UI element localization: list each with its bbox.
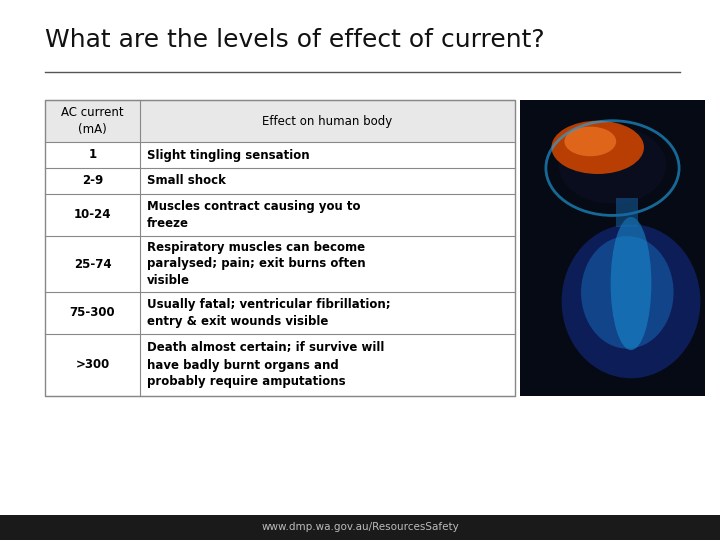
Bar xyxy=(45,292,515,334)
Text: Death almost certain; if survive will
have badly burnt organs and
probably requi: Death almost certain; if survive will ha… xyxy=(147,341,384,388)
Bar xyxy=(45,142,515,168)
Bar xyxy=(616,198,639,227)
Ellipse shape xyxy=(559,127,666,204)
Text: Usually fatal; ventricular fibrillation;
entry & exit wounds visible: Usually fatal; ventricular fibrillation;… xyxy=(147,298,391,328)
Text: What are the levels of effect of current?: What are the levels of effect of current… xyxy=(45,28,544,52)
Ellipse shape xyxy=(552,121,644,174)
Ellipse shape xyxy=(581,236,673,349)
Ellipse shape xyxy=(611,217,652,350)
Text: 75-300: 75-300 xyxy=(70,307,115,320)
Bar xyxy=(45,168,515,194)
Text: 2-9: 2-9 xyxy=(82,174,103,187)
Bar xyxy=(45,236,515,292)
Text: AC current
(mA): AC current (mA) xyxy=(61,106,124,136)
Ellipse shape xyxy=(564,127,616,156)
Bar xyxy=(45,100,515,396)
Text: Slight tingling sensation: Slight tingling sensation xyxy=(147,148,310,161)
Text: 10-24: 10-24 xyxy=(73,208,112,221)
Text: Effect on human body: Effect on human body xyxy=(262,114,392,127)
Bar xyxy=(520,100,705,396)
Text: 1: 1 xyxy=(89,148,96,161)
Text: 25-74: 25-74 xyxy=(73,258,112,271)
Bar xyxy=(0,515,720,540)
Text: Respiratory muscles can become
paralysed; pain; exit burns often
visible: Respiratory muscles can become paralysed… xyxy=(147,240,366,287)
Text: Small shock: Small shock xyxy=(147,174,226,187)
Text: www.dmp.wa.gov.au/ResourcesSafety: www.dmp.wa.gov.au/ResourcesSafety xyxy=(261,523,459,532)
Text: >300: >300 xyxy=(76,359,109,372)
Text: Muscles contract causing you to
freeze: Muscles contract causing you to freeze xyxy=(147,200,361,230)
Bar xyxy=(45,100,515,142)
Bar xyxy=(45,334,515,396)
Ellipse shape xyxy=(562,224,701,378)
Bar xyxy=(45,194,515,236)
